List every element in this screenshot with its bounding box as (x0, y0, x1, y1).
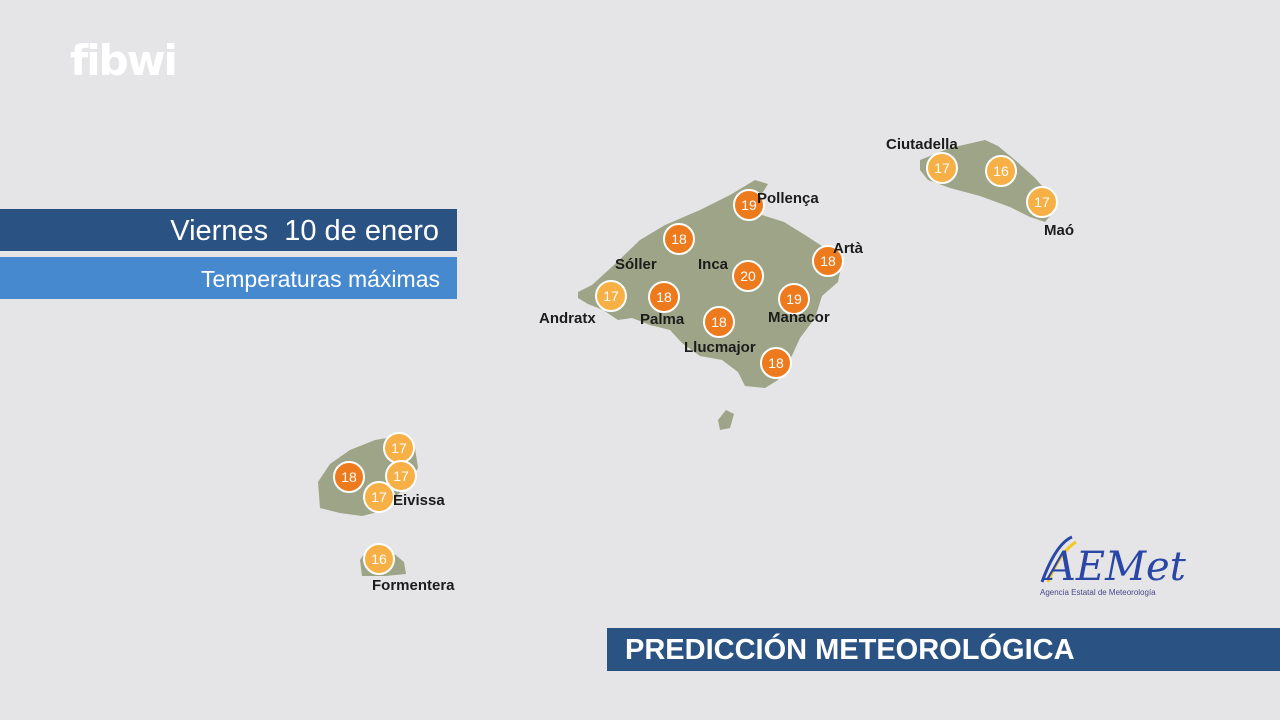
temperature-marker: 18 (648, 281, 680, 313)
subtitle-banner: Temperaturas máximas (0, 257, 457, 299)
temperature-marker: 17 (595, 280, 627, 312)
temperature-value: 18 (341, 469, 357, 485)
temperature-marker: 19 (733, 189, 765, 221)
temperature-marker: 18 (663, 223, 695, 255)
temperature-marker: 16 (985, 155, 1017, 187)
temperature-marker-circle (648, 281, 680, 313)
aemet-swoosh-yellow (1046, 540, 1077, 583)
temperature-marker: 19 (778, 283, 810, 315)
footer-banner: PREDICCIÓN METEOROLÓGICA (607, 628, 1280, 671)
temperature-markers: 19 18 20 18 17 18 19 18 18 17 16 17 17 18 17 17 16 (333, 152, 1058, 575)
temperature-marker-circle (663, 223, 695, 255)
temperature-marker-circle (733, 189, 765, 221)
temperature-value: 18 (671, 231, 687, 247)
temperature-marker-circle (333, 461, 365, 493)
label-formentera: Formentera (372, 577, 455, 594)
temperature-value: 16 (993, 163, 1009, 179)
temperature-marker-circle (926, 152, 958, 184)
temperature-value: 16 (371, 551, 387, 567)
label-ciutadella: Ciutadella (886, 136, 958, 153)
temperature-marker: 17 (363, 481, 395, 513)
aemet-agency-name: Agencia Estatal de Meteorología (1040, 588, 1156, 597)
temperature-marker: 17 (1026, 186, 1058, 218)
footer-title: PREDICCIÓN METEOROLÓGICA (625, 634, 1075, 666)
temperature-value: 17 (1034, 194, 1050, 210)
label-llucmajor: Llucmajor (684, 339, 756, 356)
label-mao: Maó (1044, 222, 1074, 239)
temperature-value: 17 (391, 440, 407, 456)
temperature-value: 19 (786, 291, 802, 307)
aemet-swoosh-blue (1040, 535, 1073, 583)
label-inca: Inca (698, 256, 729, 273)
temperature-value: 17 (934, 160, 950, 176)
temperature-value: 18 (768, 355, 784, 371)
temperature-value: 17 (371, 489, 387, 505)
temperature-marker: 18 (812, 245, 844, 277)
temperature-marker-circle (385, 460, 417, 492)
temperature-marker: 17 (385, 460, 417, 492)
temperature-marker-circle (778, 283, 810, 315)
temperature-marker: 17 (383, 432, 415, 464)
temperature-value: 20 (740, 268, 756, 284)
temperature-marker-circle (812, 245, 844, 277)
island-cabrera (718, 410, 734, 430)
label-palma: Palma (640, 311, 685, 328)
temperature-value: 19 (741, 197, 757, 213)
islands (318, 140, 1055, 576)
temperature-marker-circle (363, 543, 395, 575)
place-labels: Pollença Artà Sóller Inca Andratx Palma … (372, 136, 1074, 594)
forecast-subtitle: Temperaturas máximas (200, 266, 440, 292)
aemet-logo-text: AEMet (1043, 544, 1187, 590)
label-manacor: Manacor (768, 309, 830, 326)
aemet-logo: AEMet Agencia Estatal de Meteorología (1040, 535, 1187, 597)
label-soller: Sóller (615, 256, 657, 273)
temperature-marker: 20 (732, 260, 764, 292)
temperature-marker-circle (985, 155, 1017, 187)
temperature-marker-circle (363, 481, 395, 513)
date-banner: Viernes 10 de enero (0, 209, 457, 251)
temperature-value: 17 (393, 468, 409, 484)
label-pollenca: Pollença (757, 190, 819, 207)
island-mallorca (578, 180, 842, 388)
temperature-marker: 17 (926, 152, 958, 184)
label-arta: Artà (833, 240, 864, 257)
temperature-marker: 18 (760, 347, 792, 379)
temperature-value: 18 (711, 314, 727, 330)
label-andratx: Andratx (539, 310, 596, 327)
temperature-marker-circle (732, 260, 764, 292)
temperature-marker-circle (703, 306, 735, 338)
forecast-date: Viernes 10 de enero (170, 215, 439, 247)
temperature-marker-circle (760, 347, 792, 379)
temperature-marker-circle (1026, 186, 1058, 218)
temperature-value: 18 (820, 253, 836, 269)
temperature-marker: 18 (333, 461, 365, 493)
temperature-value: 17 (603, 288, 619, 304)
temperature-marker: 16 (363, 543, 395, 575)
temperature-value: 18 (656, 289, 672, 305)
fibwi-logo: fibwi (70, 36, 178, 85)
temperature-marker: 18 (703, 306, 735, 338)
label-eivissa: Eivissa (393, 492, 445, 509)
temperature-marker-circle (595, 280, 627, 312)
